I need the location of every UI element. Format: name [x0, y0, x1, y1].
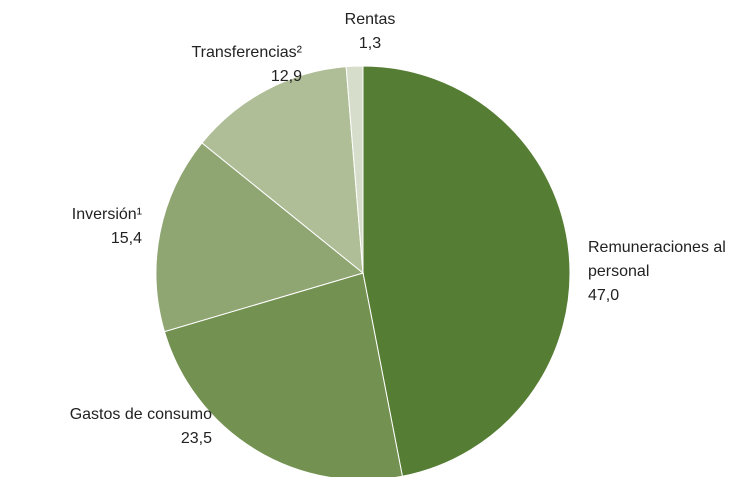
slice-label: Inversión¹ 15,4 — [2, 203, 142, 251]
category-label: Gastos de consumo — [69, 406, 212, 423]
slice-label: Remuneraciones al personal 47,0 — [588, 236, 741, 308]
value-label: 1,3 — [358, 35, 382, 52]
category-label: Inversión¹ — [71, 206, 142, 223]
value-label: 47,0 — [588, 287, 620, 304]
value-label: 15,4 — [110, 230, 142, 247]
category-label: Transferencias² — [191, 44, 302, 61]
slice-label: Rentas 1,3 — [340, 8, 400, 56]
value-label: 12,9 — [270, 68, 302, 85]
category-label: Rentas — [344, 11, 396, 28]
pie-slice — [362, 65, 571, 477]
pie-slice — [163, 272, 403, 477]
pie-slice — [155, 142, 365, 333]
slice-label: Gastos de consumo 23,5 — [0, 403, 212, 451]
pie-slice — [345, 65, 364, 274]
category-label: Remuneraciones al personal — [588, 239, 726, 280]
slice-label: Transferencias² 12,9 — [102, 41, 302, 89]
pie-slice — [201, 66, 364, 275]
value-label: 23,5 — [180, 430, 212, 447]
